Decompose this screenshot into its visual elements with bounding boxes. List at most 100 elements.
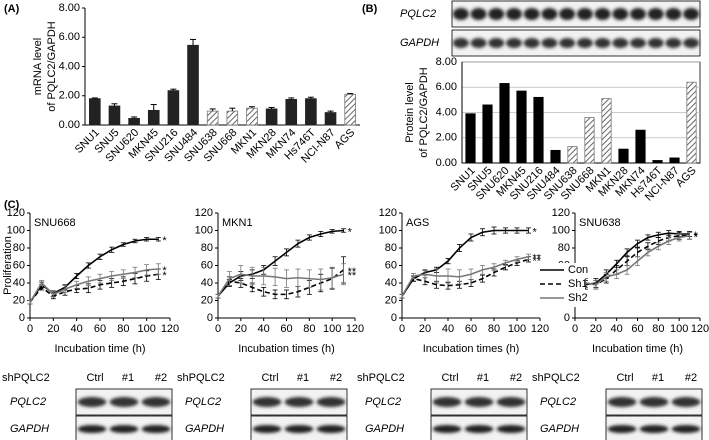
blot-lane-label: #2 xyxy=(510,372,522,384)
blot-lane-label: Ctrl xyxy=(86,372,103,384)
x-tick-label: 40 xyxy=(258,323,270,335)
x-tick-label: 120 xyxy=(161,323,179,335)
bar xyxy=(265,108,278,126)
blot-group-label: shPQLC2 xyxy=(177,372,225,384)
y-tick-label: 40 xyxy=(385,277,397,289)
x-axis-label: Incubation time (h) xyxy=(54,343,145,355)
blot-band xyxy=(523,8,540,20)
significance-mark: * xyxy=(694,232,699,244)
blot-band xyxy=(109,397,139,407)
blot-band xyxy=(576,8,593,20)
series-line xyxy=(217,229,344,297)
x-tick-label: 60 xyxy=(94,323,106,335)
x-tick-label: 60 xyxy=(465,323,477,335)
blot-band xyxy=(470,8,487,20)
significance-mark: ** xyxy=(533,253,542,265)
blot-band xyxy=(671,397,701,407)
series-line xyxy=(217,273,344,297)
blot-band xyxy=(665,8,682,20)
x-tick-label: AGS xyxy=(674,165,699,190)
significance-mark: * xyxy=(162,270,167,282)
blot-band xyxy=(523,38,540,48)
x-tick-label: 40 xyxy=(442,323,454,335)
blot-band xyxy=(77,425,107,433)
blot-band xyxy=(284,397,314,407)
x-tick-label: 60 xyxy=(631,323,643,335)
y-tick-label: 100 xyxy=(552,224,570,236)
bar xyxy=(635,129,646,164)
blot-band xyxy=(607,425,637,433)
series-line xyxy=(574,234,690,297)
series-line xyxy=(574,232,690,297)
blot-band xyxy=(109,425,139,433)
bar xyxy=(305,98,317,126)
blot-lane-label: #1 xyxy=(297,372,309,384)
panel-label: (B) xyxy=(362,3,378,15)
blot-lane-label: Ctrl xyxy=(616,372,633,384)
y-tick-label: 100 xyxy=(195,224,213,236)
blot-band xyxy=(432,397,462,407)
x-axis-label: Incubation times (h) xyxy=(423,343,520,355)
blot-band xyxy=(464,397,494,407)
bar xyxy=(652,160,663,164)
chart-title: SNU638 xyxy=(579,217,621,229)
x-tick-label: 60 xyxy=(280,323,292,335)
y-axis-label: Protein level xyxy=(404,82,416,143)
x-tick-label: 20 xyxy=(419,323,431,335)
y-tick-label: 100 xyxy=(379,224,397,236)
y-tick-label: 6.00 xyxy=(436,81,457,93)
blot-band xyxy=(506,38,522,48)
blot-band xyxy=(496,397,526,407)
blot-band xyxy=(488,38,505,48)
x-tick-label: 20 xyxy=(590,323,602,335)
y-tick-label: 120 xyxy=(379,207,397,219)
blot-row-label: GAPDH xyxy=(10,423,49,435)
bar xyxy=(567,146,578,164)
x-tick-label: 120 xyxy=(691,323,709,335)
bar xyxy=(584,117,595,164)
blot-band xyxy=(541,8,558,20)
y-tick-label: 2.00 xyxy=(59,90,80,102)
x-tick-label: 20 xyxy=(47,323,59,335)
x-tick-label: 100 xyxy=(670,323,688,335)
blot-band xyxy=(77,397,107,407)
bar xyxy=(246,107,258,126)
blot-band xyxy=(252,425,282,433)
y-tick-label: 0 xyxy=(391,312,397,324)
y-tick-label: 4.00 xyxy=(436,106,457,118)
blot-band xyxy=(252,397,282,407)
y-axis-label: of PQLC2/GAPDH xyxy=(46,21,58,112)
blot-group-label: shPQLC2 xyxy=(532,372,580,384)
blot-band xyxy=(141,425,171,433)
series-line xyxy=(29,268,159,303)
blot-band xyxy=(647,8,664,20)
bar xyxy=(482,104,493,164)
significance-mark: * xyxy=(162,265,167,277)
blot-band xyxy=(683,8,700,20)
blot-band xyxy=(452,8,469,20)
y-tick-label: 120 xyxy=(195,207,213,219)
bar xyxy=(128,118,140,126)
x-tick-label: 0 xyxy=(27,323,33,335)
y-tick-label: 60 xyxy=(385,259,397,271)
blot-group-label: shPQLC2 xyxy=(2,372,50,384)
y-tick-label: 8.00 xyxy=(436,56,457,68)
x-tick-label: 40 xyxy=(71,323,83,335)
blot-band xyxy=(665,38,682,48)
y-tick-label: 40 xyxy=(13,277,25,289)
bar xyxy=(499,83,510,164)
y-tick-label: 20 xyxy=(201,294,213,306)
blot-band xyxy=(647,38,664,48)
y-tick-label: 0 xyxy=(207,312,213,324)
blot-row-label: PQLC2 xyxy=(185,396,221,408)
bar xyxy=(226,110,239,126)
legend-label: Con xyxy=(568,264,588,276)
bar xyxy=(89,98,101,126)
legend-label: Sh1 xyxy=(568,278,588,290)
panel-label: (C) xyxy=(4,199,20,211)
blot-band xyxy=(594,8,611,20)
y-tick-label: 0.00 xyxy=(59,119,80,131)
bar xyxy=(669,157,680,164)
x-tick-label: 80 xyxy=(117,323,129,335)
blot-band xyxy=(506,8,522,20)
